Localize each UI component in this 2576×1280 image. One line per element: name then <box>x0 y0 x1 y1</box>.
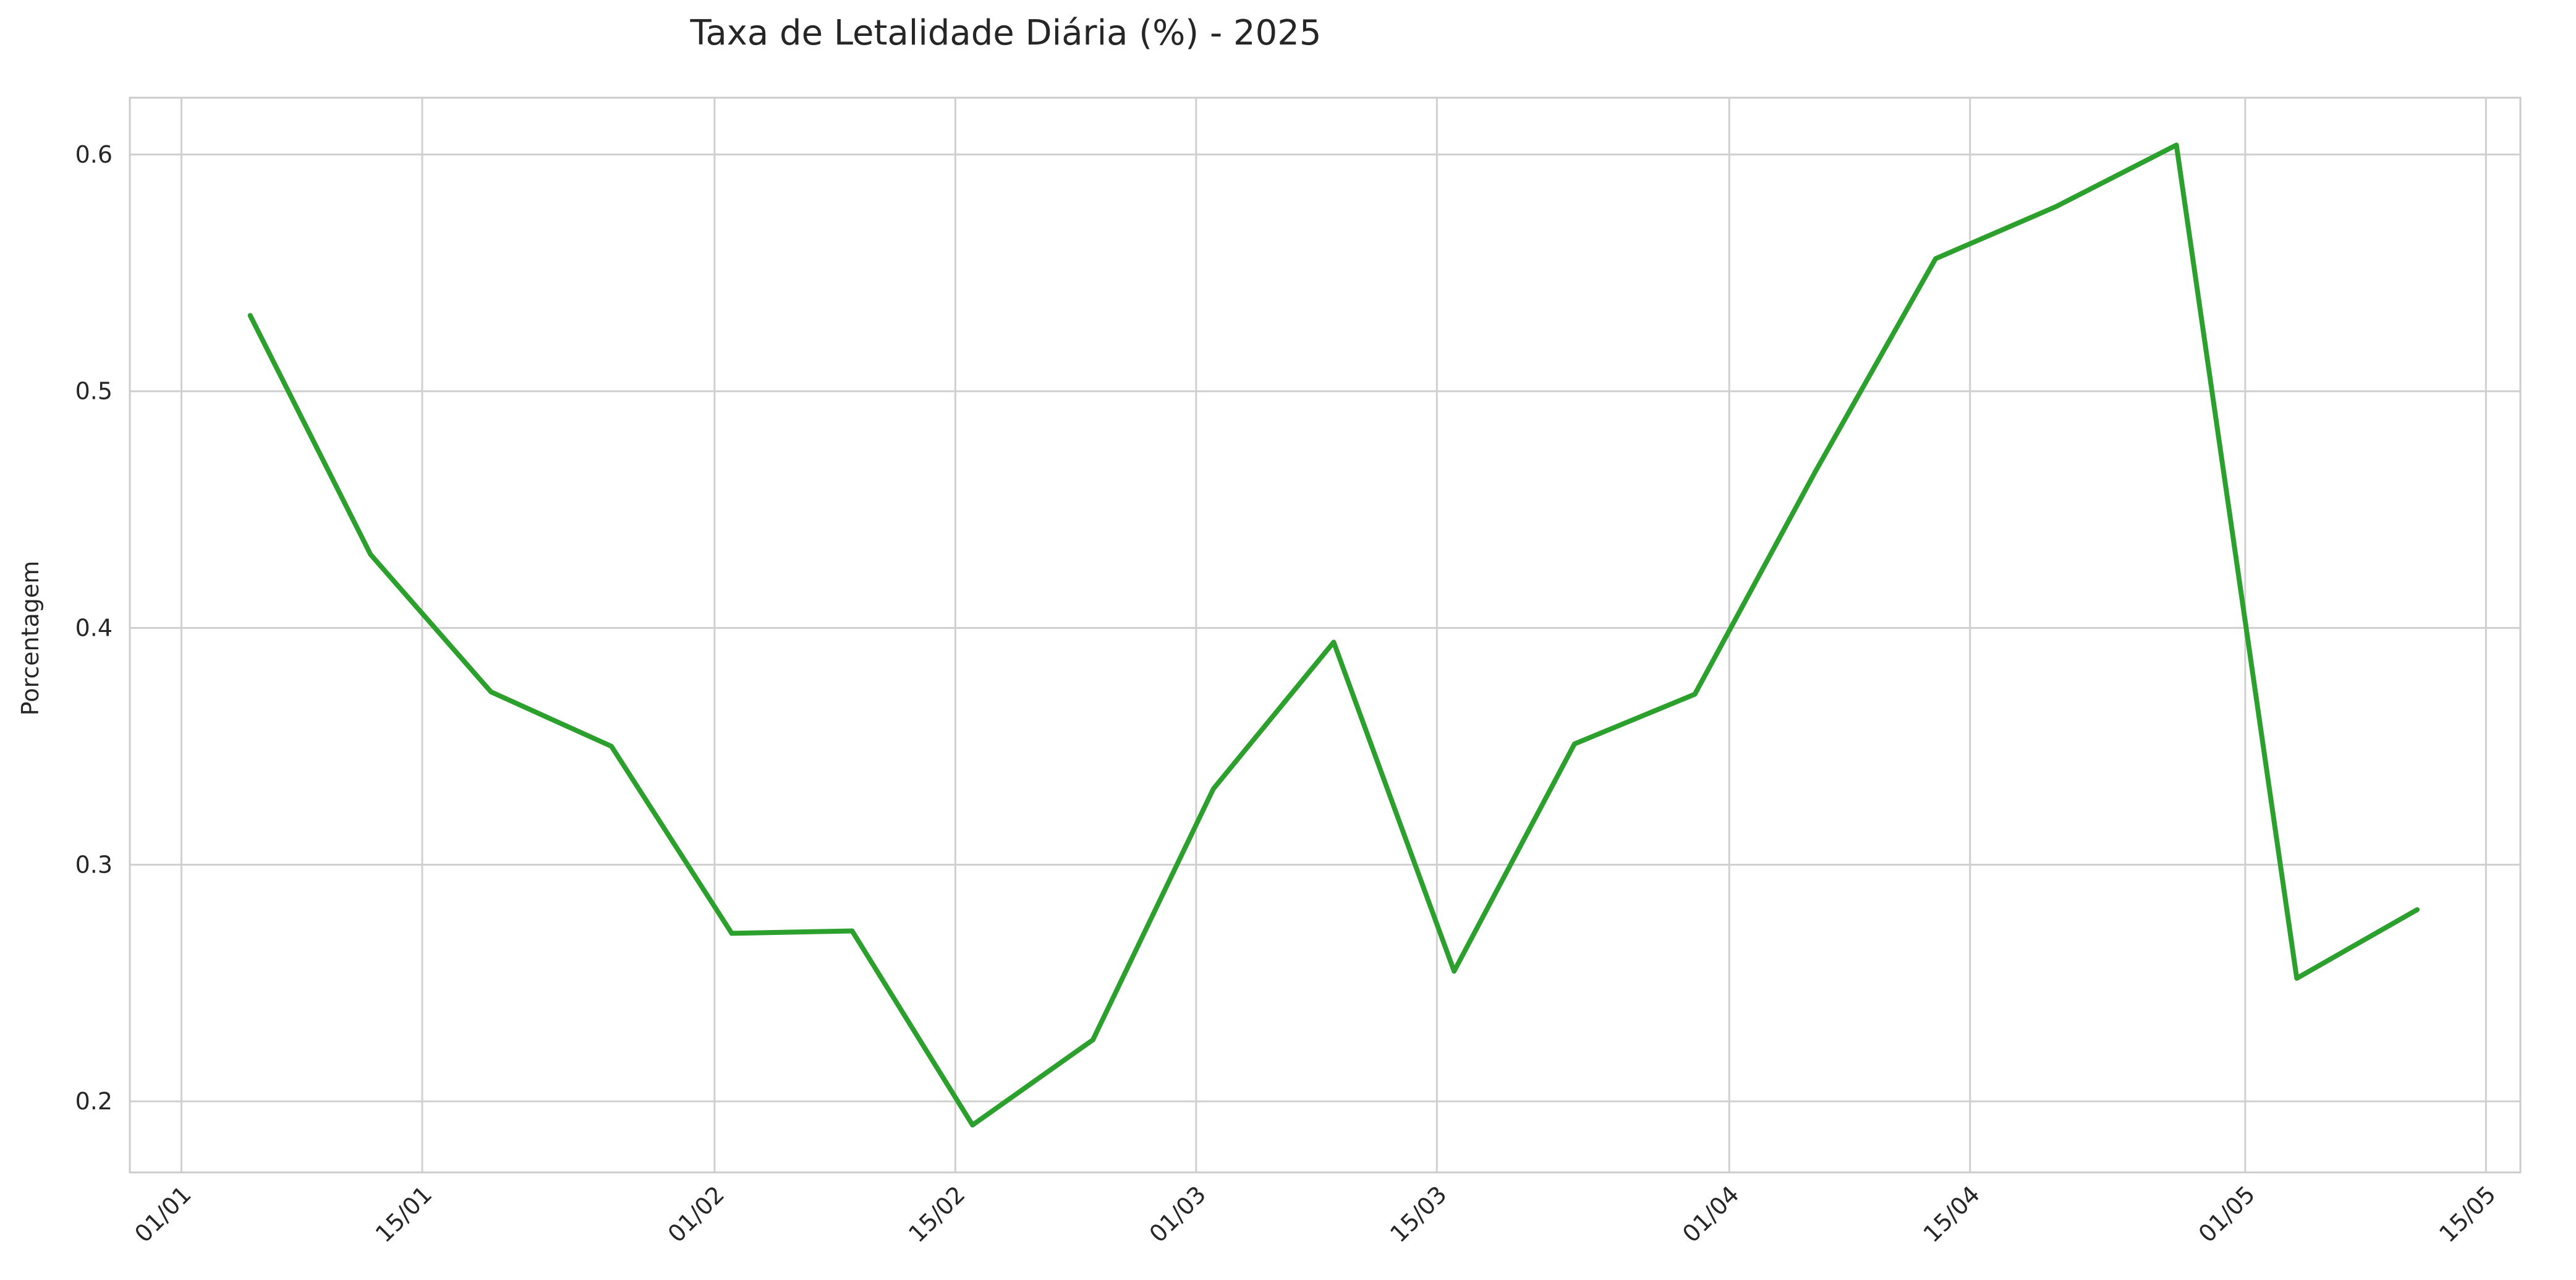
x-tick-label: 15/01 <box>370 1180 438 1248</box>
y-tick-label: 0.6 <box>75 141 113 168</box>
x-tick-label: 15/02 <box>903 1180 971 1248</box>
x-tick-label: 15/03 <box>1385 1180 1452 1248</box>
x-tick-label: 15/05 <box>2434 1180 2501 1248</box>
series-layer <box>247 142 2420 1128</box>
y-tick-label: 0.4 <box>75 615 113 642</box>
grid-layer <box>130 98 2520 1172</box>
x-tick-label: 15/04 <box>1918 1180 1986 1248</box>
y-tick-label: 0.3 <box>75 851 113 878</box>
chart-title: Taxa de Letalidade Diária (%) - 2025 <box>690 13 1322 53</box>
y-axis-label: Porcentagem <box>17 561 44 716</box>
x-tick-label: 01/03 <box>1144 1180 1212 1248</box>
x-tick-label: 01/04 <box>1677 1180 1745 1248</box>
x-tick-label: 01/05 <box>2193 1180 2261 1248</box>
x-tick-label: 01/01 <box>129 1180 197 1248</box>
series-line <box>247 142 2420 1128</box>
x-tick-label: 01/02 <box>663 1180 730 1248</box>
x-axis: 01/01 15/01 01/02 15/02 01/03 15/03 01/04 15/04… <box>129 1180 2501 1248</box>
plot-frame <box>129 96 2522 1174</box>
y-axis: 0.2 0.3 0.4 0.5 0.6 <box>75 141 113 1115</box>
y-tick-label: 0.2 <box>75 1088 113 1115</box>
y-tick-label: 0.5 <box>75 378 113 405</box>
